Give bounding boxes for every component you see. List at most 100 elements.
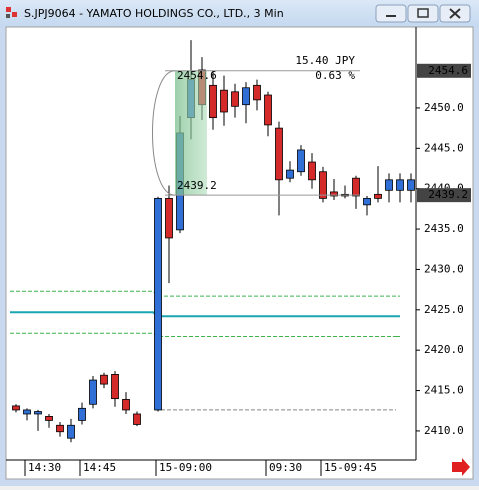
- app-icon: [6, 7, 17, 18]
- candle-body: [89, 379, 97, 405]
- candle: [56, 422, 64, 437]
- x-tick-label: 14:30: [28, 461, 61, 474]
- candle: [23, 408, 31, 421]
- candle-body: [253, 84, 261, 101]
- candle: [78, 402, 86, 425]
- candle: [363, 195, 371, 216]
- y-tick-label: 2430.0: [424, 262, 464, 275]
- x-tick-label: 14:45: [83, 461, 116, 474]
- candle-body: [78, 407, 86, 421]
- candle-body: [122, 399, 130, 411]
- y-tick-label: 2415.0: [424, 384, 464, 397]
- candle: [133, 411, 141, 427]
- candle-body: [56, 424, 64, 433]
- window-title: S.JPJ9064 - YAMATO HOLDINGS CO., LTD., 3…: [24, 7, 284, 20]
- candle: [67, 418, 75, 443]
- candle: [242, 82, 250, 124]
- candle: [264, 91, 272, 137]
- candle-body: [12, 405, 20, 411]
- y-tick-label: 2425.0: [424, 303, 464, 316]
- candle: [89, 376, 97, 409]
- x-tick-label: 15-09:45: [324, 461, 377, 474]
- candle-body: [165, 197, 173, 239]
- measure-low-label: 2439.2: [177, 179, 217, 192]
- measure-high-label: 2454.6: [177, 69, 217, 82]
- candle: [100, 372, 108, 389]
- candle-body: [242, 87, 250, 106]
- candle-body: [374, 193, 382, 199]
- plot: 2410.02415.02420.02425.02430.02435.02440…: [10, 40, 471, 476]
- candle-body: [100, 374, 108, 385]
- candle: [165, 185, 173, 284]
- candle-body: [111, 374, 119, 400]
- candle-body: [363, 197, 371, 206]
- chart-panel: [5, 26, 474, 480]
- measure-pct: 0.63 %: [315, 69, 355, 82]
- candle: [275, 121, 283, 216]
- candle: [330, 178, 338, 200]
- close-button[interactable]: [439, 4, 471, 23]
- candle: [122, 392, 130, 414]
- candle: [34, 409, 42, 431]
- y-tick-label: 2420.0: [424, 343, 464, 356]
- candle: [385, 173, 393, 203]
- indicator-line: [10, 311, 400, 318]
- price-box: [417, 188, 471, 203]
- candle-body: [231, 91, 239, 107]
- y-tick-label: 2445.0: [424, 141, 464, 154]
- minimize-button[interactable]: [375, 4, 407, 23]
- indicator-line: [10, 290, 400, 297]
- candle: [111, 371, 119, 407]
- candle-body: [308, 161, 316, 181]
- candle: [154, 196, 162, 412]
- price-box-label: 2439.2: [428, 188, 468, 201]
- candle: [352, 175, 360, 209]
- candle: [253, 79, 261, 111]
- candle-body: [154, 197, 162, 411]
- measure-diff: 15.40 JPY: [295, 54, 355, 67]
- scroll-arrow[interactable]: [452, 458, 470, 476]
- candle-body: [264, 94, 272, 126]
- candle-body: [385, 179, 393, 191]
- candle: [308, 153, 316, 189]
- measure-highlight: [175, 70, 207, 196]
- measure-bracket: [152, 70, 176, 196]
- candle-body: [45, 415, 53, 421]
- candle-body: [319, 171, 327, 199]
- indicator-line: [10, 332, 400, 337]
- candle: [319, 166, 327, 203]
- candle: [286, 161, 294, 183]
- y-tick-label: 2450.0: [424, 101, 464, 114]
- price-box: [417, 63, 471, 78]
- candle-body: [34, 411, 42, 415]
- candle-body: [209, 84, 217, 119]
- candle-body: [23, 409, 31, 415]
- candle-body: [297, 149, 305, 173]
- price-box-label: 2454.6: [428, 64, 468, 77]
- candle: [12, 404, 20, 413]
- candle-body: [330, 191, 338, 197]
- candle-body: [396, 179, 404, 191]
- y-tick-label: 2410.0: [424, 424, 464, 437]
- candle-body: [352, 177, 360, 197]
- candle: [396, 173, 404, 203]
- candle-body: [67, 424, 75, 439]
- candle-body: [275, 127, 283, 181]
- candle-body: [133, 413, 141, 425]
- candle-body: [286, 169, 294, 179]
- candle-body: [407, 179, 415, 191]
- candle: [45, 413, 53, 428]
- candle: [297, 145, 305, 176]
- y-tick-label: 2435.0: [424, 222, 464, 235]
- candle: [407, 173, 415, 203]
- candle: [374, 166, 382, 203]
- maximize-button[interactable]: [407, 4, 439, 23]
- candle: [209, 70, 217, 130]
- x-tick-label: 09:30: [269, 461, 302, 474]
- x-tick-label: 15-09:00: [159, 461, 212, 474]
- candle: [231, 83, 239, 118]
- candle: [220, 75, 228, 126]
- candle-body: [220, 89, 228, 113]
